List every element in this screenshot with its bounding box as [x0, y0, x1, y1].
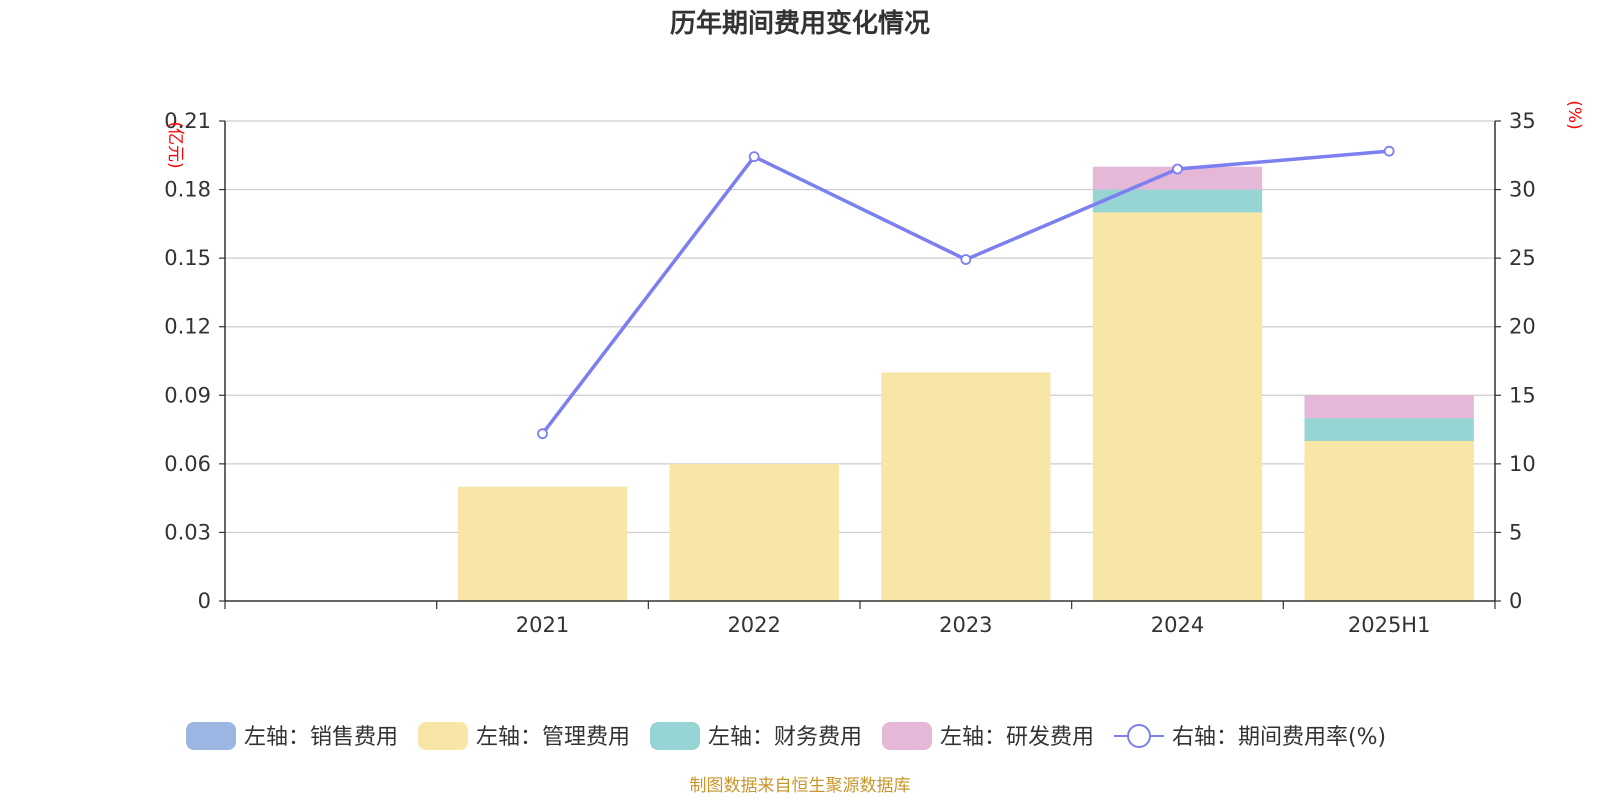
x-axis-label: 2023 [939, 613, 992, 637]
legend-label: 右轴：期间费用率(%) [1172, 725, 1386, 750]
legend-label: 左轴：管理费用 [476, 725, 630, 750]
legend-marker [1127, 724, 1151, 748]
bar-2025H1 [1304, 418, 1474, 441]
left-axis-tick-label: 0.18 [164, 178, 211, 202]
left-axis-tick-label: 0.06 [164, 452, 211, 476]
rate-point [1172, 163, 1183, 175]
x-axis-label: 2022 [727, 613, 780, 637]
legend-label: 左轴：销售费用 [244, 725, 398, 750]
bar-2025H1 [1304, 395, 1474, 419]
legend-label: 左轴：研发费用 [940, 725, 1094, 750]
legend-swatch [418, 722, 468, 750]
bar-series [457, 166, 1474, 601]
right-axis-tick-label: 10 [1509, 452, 1536, 476]
left-axis-tick-label: 0.15 [164, 246, 211, 270]
left-axis-unit: (亿元) [165, 121, 185, 168]
legend-swatch [882, 722, 932, 750]
left-axis-tick-label: 0 [198, 589, 211, 613]
right-axis-tick-label: 15 [1509, 383, 1536, 407]
line-series [537, 145, 1395, 440]
axes: 0 0.03 0.06 0.09 0.12 0.15 0.18 0.21 0 5 10 15 20 25 3… [164, 109, 1536, 637]
x-axis-label: 2021 [516, 613, 569, 637]
grid-lines [225, 120, 1495, 534]
right-axis-tick-label: 20 [1509, 315, 1536, 339]
right-axis-tick-label: 35 [1509, 109, 1536, 133]
right-axis-tick-label: 25 [1509, 246, 1536, 270]
bar-2023 [881, 372, 1051, 601]
bar-2024 [1092, 189, 1263, 213]
x-axis-label: 2024 [1151, 613, 1204, 637]
chart-title: 历年期间费用变化情况 [670, 8, 930, 39]
bar-2024 [1092, 166, 1263, 190]
bar-2024 [1092, 212, 1263, 601]
legend-swatch [186, 722, 236, 750]
legend-swatch [650, 722, 700, 750]
rate-point [1383, 145, 1395, 157]
right-axis-unit: (%) [1564, 100, 1584, 129]
left-axis-tick-label: 0.21 [164, 109, 211, 133]
left-axis-tick-label: 0.12 [164, 315, 211, 339]
rate-point [960, 254, 972, 265]
left-axis-tick-label: 0.09 [164, 383, 211, 407]
legend: 左轴：销售费用 左轴：管理费用 左轴：财务费用 左轴：研发费用 右轴：期间费用率(%) [186, 722, 1386, 750]
source-note: 制图数据来自恒生聚源数据库 [690, 776, 911, 796]
right-axis-tick-label: 0 [1509, 589, 1522, 613]
legend-label: 左轴：财务费用 [708, 725, 862, 750]
x-axis-label: 2025H1 [1348, 613, 1431, 637]
left-axis-tick-label: 0.03 [164, 520, 211, 544]
rate-point [748, 151, 760, 163]
right-axis-tick-label: 5 [1509, 520, 1522, 544]
bar-2022 [669, 463, 839, 601]
right-axis-tick-label: 30 [1509, 178, 1536, 202]
bar-2025H1 [1304, 441, 1474, 601]
rate-point [537, 428, 548, 440]
bar-2021 [457, 486, 628, 601]
